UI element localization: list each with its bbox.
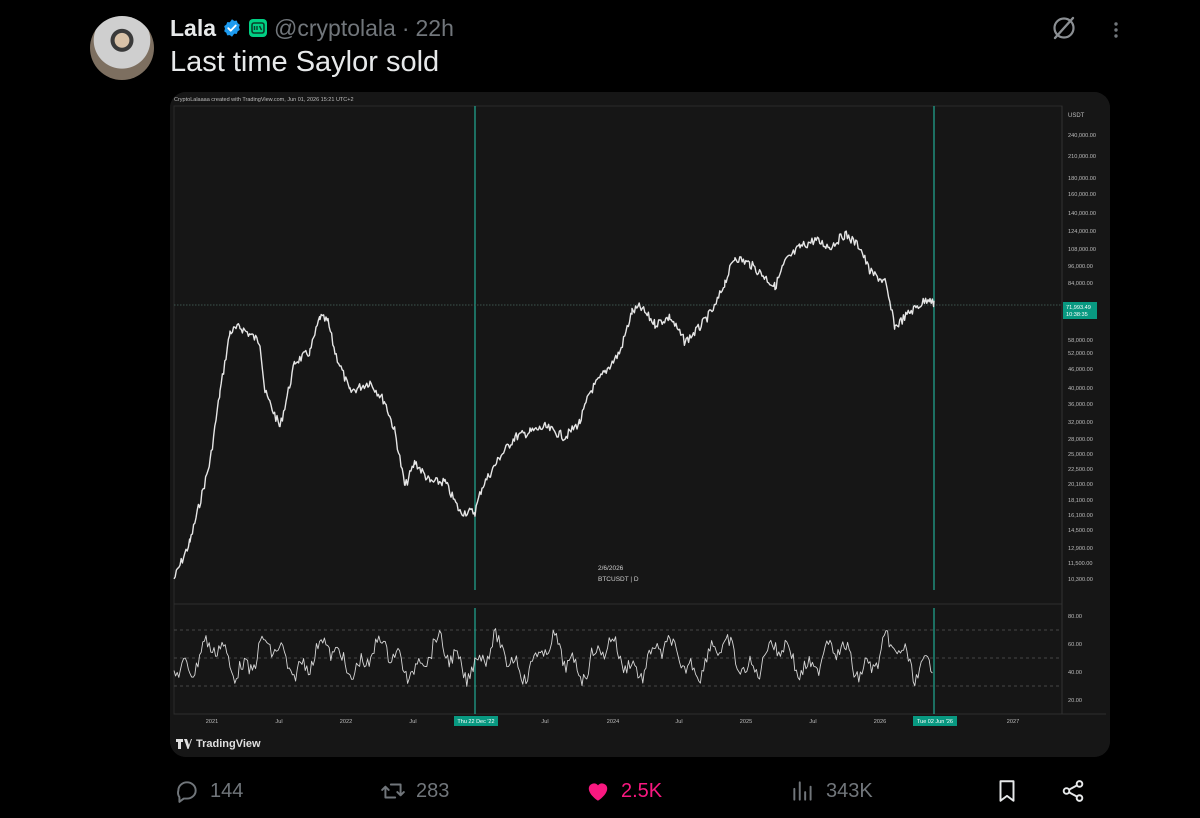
views-icon <box>793 781 812 801</box>
marker-right-tag <box>913 716 957 726</box>
author-name[interactable]: Lala <box>170 14 217 41</box>
symbol-label: BTCUSDT | D <box>598 576 639 583</box>
like-count: 2.5K <box>621 779 663 802</box>
price-tick-label: 20,100.00 <box>1068 482 1093 488</box>
price-axis: 240,000.00 210,000.00 180,000.00 160,000.00… <box>1068 133 1096 583</box>
current-price-tag <box>1063 302 1097 319</box>
price-tick-label: 180,000.00 <box>1068 176 1096 182</box>
rsi-series <box>173 628 933 687</box>
post-header: Lala @cryptolala · 22h <box>170 14 454 42</box>
time-axis: 2021 Jul 2022 Jul Jul 2024 Jul 2025 Jul 2026 2027 <box>206 719 1019 725</box>
price-tick-label: 40,000.00 <box>1068 386 1093 392</box>
price-tick-label: 84,000.00 <box>1068 281 1093 287</box>
rsi-guides <box>174 629 1062 687</box>
post-time[interactable]: 22h <box>415 14 454 41</box>
action-bar: 144 283 2.5K 343K <box>0 768 1200 814</box>
price-tick-label: 16,100.00 <box>1068 513 1093 519</box>
views-count: 343K <box>826 779 873 802</box>
price-tick-label: 28,000.00 <box>1068 437 1093 443</box>
reply-count: 144 <box>210 779 244 802</box>
rsi-tick-label: 60.00 <box>1068 642 1082 648</box>
time-tick-label: Jul <box>409 719 416 725</box>
price-tick-label: 240,000.00 <box>1068 133 1096 139</box>
reply-icon <box>177 781 197 803</box>
time-tick-label: Jul <box>675 719 682 725</box>
tradingview-wordmark: TradingView <box>196 738 261 750</box>
price-tick-label: 210,000.00 <box>1068 154 1096 160</box>
currency-label: USDT <box>1068 113 1085 119</box>
author-handle[interactable]: @cryptolala <box>274 14 396 41</box>
time-tick-label: 2026 <box>874 719 886 725</box>
price-tick-label: 160,000.00 <box>1068 192 1096 198</box>
price-tick-label: 32,000.00 <box>1068 420 1093 426</box>
rsi-tick-label: 40.00 <box>1068 670 1082 676</box>
price-series <box>173 230 935 580</box>
price-tick-label: 52,000.00 <box>1068 351 1093 357</box>
more-options-icon[interactable] <box>1104 18 1128 42</box>
price-tick-label: 10,300.00 <box>1068 577 1093 583</box>
tradingview-logo: TradingView <box>176 736 261 752</box>
affiliate-badge-icon[interactable] <box>248 18 268 38</box>
bookmark-button[interactable] <box>994 768 1020 814</box>
verified-badge-icon <box>224 19 240 37</box>
rsi-tick-label: 20.00 <box>1068 698 1082 704</box>
repost-count: 283 <box>416 779 450 802</box>
like-button[interactable]: 2.5K <box>585 768 662 814</box>
time-tick-label: 2025 <box>740 719 752 725</box>
time-tick-label: Jul <box>809 719 816 725</box>
price-tick-label: 58,000.00 <box>1068 338 1093 344</box>
price-tick-label: 108,000.00 <box>1068 247 1096 253</box>
post-text: Last time Saylor sold <box>170 46 440 78</box>
price-tick-label: 140,000.00 <box>1068 211 1096 217</box>
price-tick-label: 14,500.00 <box>1068 528 1093 534</box>
price-tick-label: 36,000.00 <box>1068 402 1093 408</box>
bookmark-icon <box>999 780 1015 802</box>
countdown-value: 10:38:35 <box>1066 312 1088 318</box>
time-tick-label: 2027 <box>1007 719 1019 725</box>
time-tick-label: 2021 <box>206 719 218 725</box>
repost-icon <box>381 783 405 799</box>
price-chart: CryptoLalaaaa created with TradingView.c… <box>170 92 1110 757</box>
share-icon <box>1062 780 1084 802</box>
time-tick-label: 2024 <box>607 719 619 725</box>
current-price-value: 71,993.49 <box>1066 305 1091 311</box>
heart-icon <box>588 783 608 801</box>
price-tick-label: 96,000.00 <box>1068 264 1093 270</box>
marker-left-tag <box>454 716 498 726</box>
price-tick-label: 46,000.00 <box>1068 367 1093 373</box>
price-tick-label: 22,500.00 <box>1068 467 1093 473</box>
marker-left-label: Thu 22 Dec '22 <box>457 719 494 725</box>
views-button[interactable]: 343K <box>790 768 873 814</box>
time-tick-label: Jul <box>275 719 282 725</box>
price-tick-label: 11,500.00 <box>1068 561 1092 567</box>
repost-button[interactable]: 283 <box>380 768 449 814</box>
chart-watermark: CryptoLalaaaa created with TradingView.c… <box>174 97 354 103</box>
rsi-axis: 80.00 60.00 40.00 20.00 <box>1068 614 1082 704</box>
tradingview-icon <box>176 739 192 749</box>
marker-right-label: Tue 02 Jun '26 <box>917 719 953 725</box>
price-tick-label: 12,900.00 <box>1068 546 1093 552</box>
avatar[interactable] <box>90 16 154 80</box>
symbol-date: 2/6/2026 <box>598 565 624 572</box>
price-tick-label: 124,000.00 <box>1068 229 1096 235</box>
grok-icon[interactable] <box>1050 14 1078 42</box>
price-tick-label: 18,100.00 <box>1068 498 1093 504</box>
reply-button[interactable]: 144 <box>174 768 243 814</box>
time-tick-label: Jul <box>541 719 548 725</box>
price-tick-label: 25,000.00 <box>1068 452 1093 458</box>
share-button[interactable] <box>1060 768 1086 814</box>
time-tick-label: 2022 <box>340 719 352 725</box>
separator-dot: · <box>401 14 410 41</box>
rsi-tick-label: 80.00 <box>1068 614 1082 620</box>
chart-image[interactable]: CryptoLalaaaa created with TradingView.c… <box>170 92 1110 757</box>
